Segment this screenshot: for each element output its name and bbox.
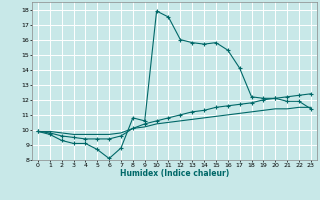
X-axis label: Humidex (Indice chaleur): Humidex (Indice chaleur) [120,169,229,178]
